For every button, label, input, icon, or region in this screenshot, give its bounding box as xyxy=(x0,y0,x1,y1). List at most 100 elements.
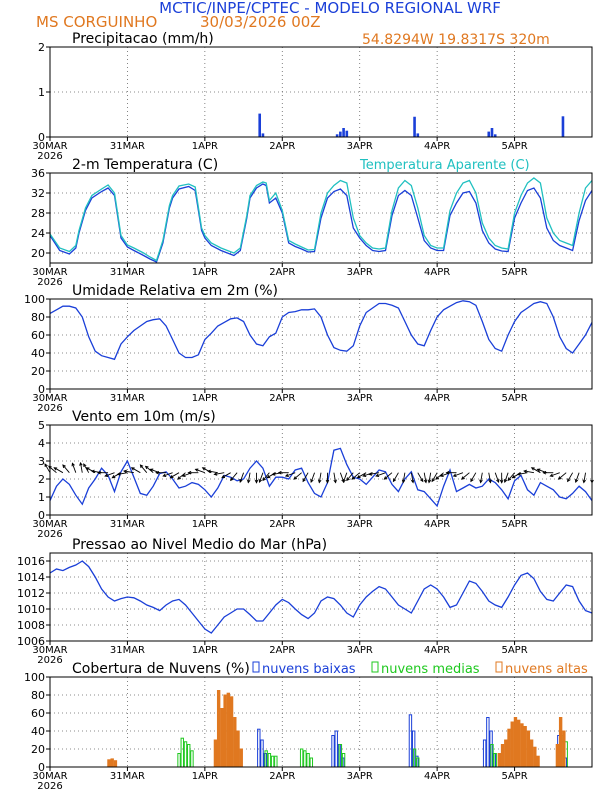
y-tick-label: 0 xyxy=(38,383,45,396)
x-tick-label: 3APR xyxy=(347,645,373,656)
wind-arrow-head xyxy=(460,476,465,480)
legend-swatch xyxy=(371,661,379,673)
y-tick-label: 60 xyxy=(31,329,45,342)
bar xyxy=(520,723,524,768)
x-tick-label: 30MAR xyxy=(32,645,67,656)
wind-arrow-head xyxy=(123,469,128,474)
x-tick-label: 1APR xyxy=(192,267,218,278)
wind-arrow xyxy=(302,472,309,482)
wind-arrow xyxy=(71,463,77,473)
wind-arrow xyxy=(117,472,128,475)
wind-arrow xyxy=(86,467,96,474)
wind-arrow-head xyxy=(90,469,95,474)
wind-arrow xyxy=(259,472,264,483)
x-tick-label: 5APR xyxy=(501,393,527,404)
legend-swatch xyxy=(252,661,260,673)
wind-arrow-head xyxy=(262,477,266,482)
bar xyxy=(510,721,514,768)
panel-title: Umidade Relativa em 2m (%) xyxy=(72,283,278,299)
wind-arrow-head xyxy=(431,478,435,483)
wind-arrow-head xyxy=(83,463,87,468)
wind-arrow-head xyxy=(368,472,373,476)
wind-arrow-head xyxy=(79,461,83,466)
wind-arrow-head xyxy=(139,464,144,469)
wind-arrow-head xyxy=(162,473,167,477)
x-tick-year: 2026 xyxy=(37,151,62,162)
bar xyxy=(267,753,272,768)
wind-arrow xyxy=(346,472,354,481)
y-tick-label: 36 xyxy=(31,167,45,180)
x-tick-label: 5APR xyxy=(501,771,527,782)
legend-swatch xyxy=(495,661,503,673)
bar xyxy=(213,739,218,768)
wind-arrow-head xyxy=(221,474,226,479)
bar xyxy=(260,739,264,768)
wind-arrow-head xyxy=(187,470,192,475)
bar xyxy=(233,717,237,768)
wind-arrow-head xyxy=(302,478,306,483)
page-title: MCTIC/INPE/CPTEC - MODELO REGIONAL WRF xyxy=(159,0,501,17)
wind-arrow-head xyxy=(116,472,121,476)
wind-arrow-head xyxy=(169,474,174,479)
x-tick-label: 3APR xyxy=(347,519,373,530)
wind-arrow-head xyxy=(574,479,579,484)
bar xyxy=(220,708,224,768)
x-tick-label: 3APR xyxy=(347,267,373,278)
wind-arrow xyxy=(266,472,277,479)
wind-arrow xyxy=(202,467,212,474)
bar xyxy=(187,744,191,768)
bar xyxy=(180,737,184,768)
bar xyxy=(335,134,339,137)
wind-arrow-head xyxy=(144,465,149,470)
bar xyxy=(533,746,537,768)
bar xyxy=(177,753,181,768)
bar xyxy=(482,739,487,768)
x-tick-label: 30MAR xyxy=(32,141,67,152)
x-tick-label: 2APR xyxy=(269,771,295,782)
wind-arrow-head xyxy=(246,479,251,484)
bar xyxy=(497,753,502,768)
wind-arrow xyxy=(531,467,541,474)
bar xyxy=(562,730,566,768)
x-tick-label: 2APR xyxy=(269,393,295,404)
wind-arrow-head xyxy=(427,479,432,484)
wind-arrow-head xyxy=(582,479,586,484)
wind-arrow-head xyxy=(536,468,541,472)
panel-frame xyxy=(49,676,593,768)
wind-arrow-head xyxy=(423,479,428,484)
wind-arrow-head xyxy=(266,474,271,479)
wind-arrow xyxy=(504,472,509,483)
y-tick-label: 60 xyxy=(31,707,45,720)
x-tick-year: 2026 xyxy=(37,781,62,792)
x-tick-label: 4APR xyxy=(424,393,450,404)
bar xyxy=(261,133,265,137)
wind-arrow xyxy=(293,472,302,480)
wind-arrow-head xyxy=(230,477,234,482)
x-tick-label: 31MAR xyxy=(110,393,145,404)
wind-arrow xyxy=(214,472,225,475)
wind-arrow-head xyxy=(317,479,322,484)
wind-arrow-head xyxy=(258,479,263,484)
wind-arrow-head xyxy=(239,479,243,484)
series-line-temperatura-aparente-c- xyxy=(49,177,593,262)
y-tick-label: 1016 xyxy=(17,555,45,568)
wind-arrow-head xyxy=(213,472,218,476)
wind-arrow-head xyxy=(97,470,101,475)
wind-arrow xyxy=(575,472,580,483)
y-tick-label: 5 xyxy=(38,419,45,432)
wind-arrow-head xyxy=(254,479,259,484)
wind-arrow xyxy=(567,472,574,482)
wind-arrow xyxy=(375,472,386,477)
y-tick-label: 40 xyxy=(31,347,45,360)
x-tick-year: 2026 xyxy=(37,529,62,540)
x-tick-year: 2026 xyxy=(37,403,62,414)
x-tick-label: 4APR xyxy=(424,771,450,782)
bar xyxy=(487,131,491,137)
wind-arrow-head xyxy=(511,474,516,479)
wind-arrow xyxy=(104,472,115,477)
wind-arrow xyxy=(453,472,464,477)
wind-arrow-head xyxy=(201,467,206,471)
panel-frame xyxy=(49,172,593,264)
